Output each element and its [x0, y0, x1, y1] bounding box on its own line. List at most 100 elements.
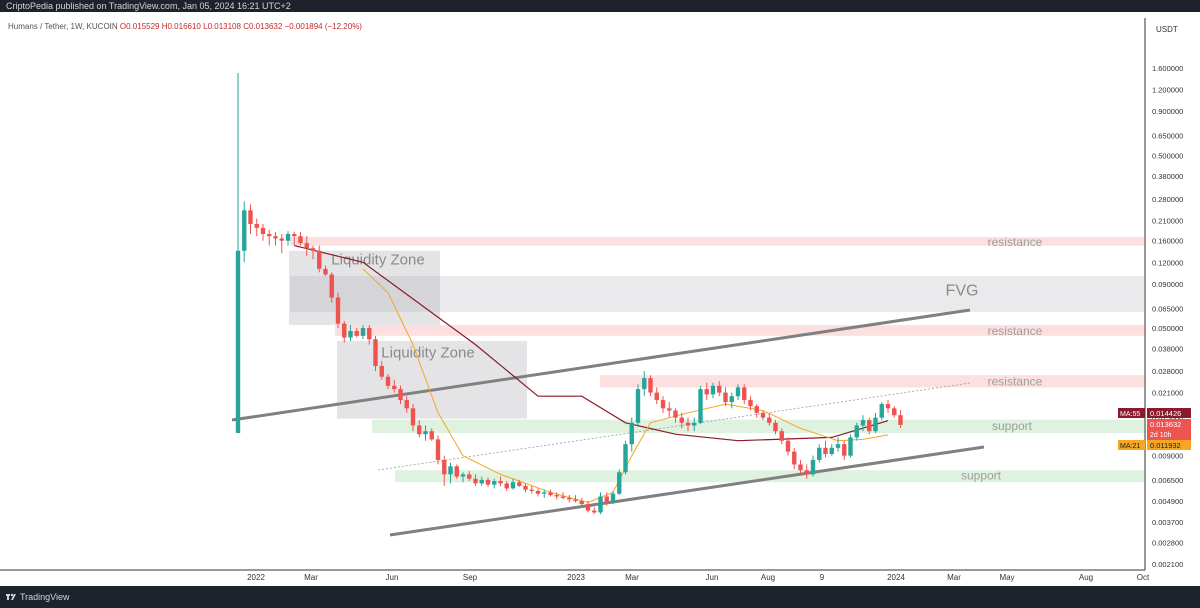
candle-body	[323, 268, 328, 275]
publish-text: CriptoPedia published on TradingView.com…	[6, 1, 291, 11]
candle-body	[435, 439, 441, 460]
x-tick-label: Oct	[1137, 573, 1150, 582]
candle-body	[885, 404, 891, 409]
candle-body	[404, 400, 409, 409]
candle-body	[773, 422, 778, 432]
candle-body	[492, 481, 497, 485]
candle-body	[848, 437, 853, 456]
candle-body	[529, 489, 534, 491]
ma21-tag	[1118, 440, 1145, 450]
y-tick-label: 0.028000	[1152, 367, 1183, 376]
y-tick-label: 0.160000	[1152, 237, 1183, 246]
y-tick-label: 0.050000	[1152, 324, 1183, 333]
candle-body	[648, 378, 653, 393]
y-tick-label: 0.015000	[1152, 414, 1183, 423]
high-value: H0.016610	[161, 22, 201, 31]
candle-body	[704, 389, 709, 395]
ma21-line	[362, 268, 889, 504]
candle-body	[867, 420, 872, 432]
candle-body	[398, 389, 403, 401]
candle-body	[685, 422, 691, 426]
y-tick-label: 0.500000	[1152, 151, 1183, 160]
candle-body	[342, 323, 347, 338]
upper-trendline	[231, 308, 971, 422]
candle-body	[898, 415, 903, 425]
ma21-tag-label: MA:21	[1120, 443, 1140, 450]
footer-brand: TradingView	[20, 592, 70, 602]
candle-body	[748, 400, 753, 407]
candle-body	[579, 500, 584, 505]
candle-body	[267, 234, 272, 237]
candle-body	[823, 447, 828, 455]
candle-body	[735, 387, 741, 397]
y-tick-label: 0.120000	[1152, 258, 1183, 267]
x-tick-label: Jun	[386, 573, 399, 582]
candle-body	[479, 479, 484, 484]
candle-body	[567, 497, 572, 500]
close-value: C0.013632	[243, 22, 283, 31]
open-value: O0.015529	[119, 22, 160, 31]
candle-body	[379, 366, 384, 377]
candle-body	[585, 504, 591, 511]
candle-body	[373, 339, 378, 367]
candle-body	[692, 422, 697, 426]
y-tick-label: 0.900000	[1152, 107, 1183, 116]
candle-body	[642, 378, 647, 390]
y-tick-label: 0.003700	[1152, 518, 1183, 527]
ma55-tag	[1118, 408, 1145, 418]
x-tick-label: 2024	[887, 573, 905, 582]
candle-body	[767, 417, 772, 423]
candle-body	[329, 274, 334, 298]
candle-body	[598, 496, 603, 513]
zone-support-label: support	[961, 469, 1002, 483]
candle-body	[760, 412, 766, 418]
candle-body	[854, 425, 859, 438]
zone-liquidity-label: Liquidity Zone	[381, 345, 474, 362]
footer-bar: TradingView	[0, 586, 1200, 608]
lower-trendline	[389, 445, 985, 537]
candle-body	[442, 459, 447, 475]
x-tick-label: Sep	[463, 573, 478, 582]
y-tick-label: 0.210000	[1152, 216, 1183, 225]
candle-body	[260, 227, 266, 235]
zone-support-label: support	[992, 419, 1033, 433]
candle-body	[367, 328, 372, 340]
candle-body	[798, 464, 803, 471]
x-tick-label: Mar	[304, 573, 318, 582]
candle-body	[248, 210, 253, 224]
price-chart[interactable]: resistance FVG resistance resistance support…	[0, 12, 1200, 586]
candle-body	[317, 250, 322, 269]
candle-body	[254, 224, 259, 228]
zone-support-box	[395, 470, 1145, 483]
candle-body	[429, 431, 434, 440]
candle-body	[610, 493, 616, 503]
candle-body	[717, 385, 722, 393]
y-tick-label: 0.280000	[1152, 195, 1183, 204]
candle-body	[467, 474, 472, 479]
candle-body	[304, 243, 309, 249]
zone-fvg-label: FVG	[946, 283, 979, 300]
candle-body	[410, 408, 416, 426]
candle-body	[498, 481, 503, 484]
low-value: L0.013108	[203, 22, 241, 31]
candle-body	[617, 472, 622, 494]
candle-body	[810, 459, 816, 475]
x-tick-label: 2023	[567, 573, 585, 582]
x-tick-label: 9	[820, 573, 825, 582]
candle-body	[279, 238, 284, 241]
candle-body	[310, 248, 316, 251]
candle-body	[517, 482, 522, 486]
candle-body	[879, 404, 884, 418]
x-tick-label: Jun	[706, 573, 719, 582]
candle-body	[454, 466, 459, 477]
ma55-value: 0.014426	[1150, 409, 1181, 418]
candle-body	[729, 396, 734, 403]
candle-body	[392, 385, 397, 390]
candle-body	[285, 234, 291, 241]
x-tick-label: Mar	[625, 573, 639, 582]
candle-body	[523, 485, 528, 490]
candle-body	[710, 385, 716, 395]
last-price-box	[1147, 419, 1191, 441]
candle-body	[723, 392, 728, 403]
candle-body	[754, 406, 759, 413]
